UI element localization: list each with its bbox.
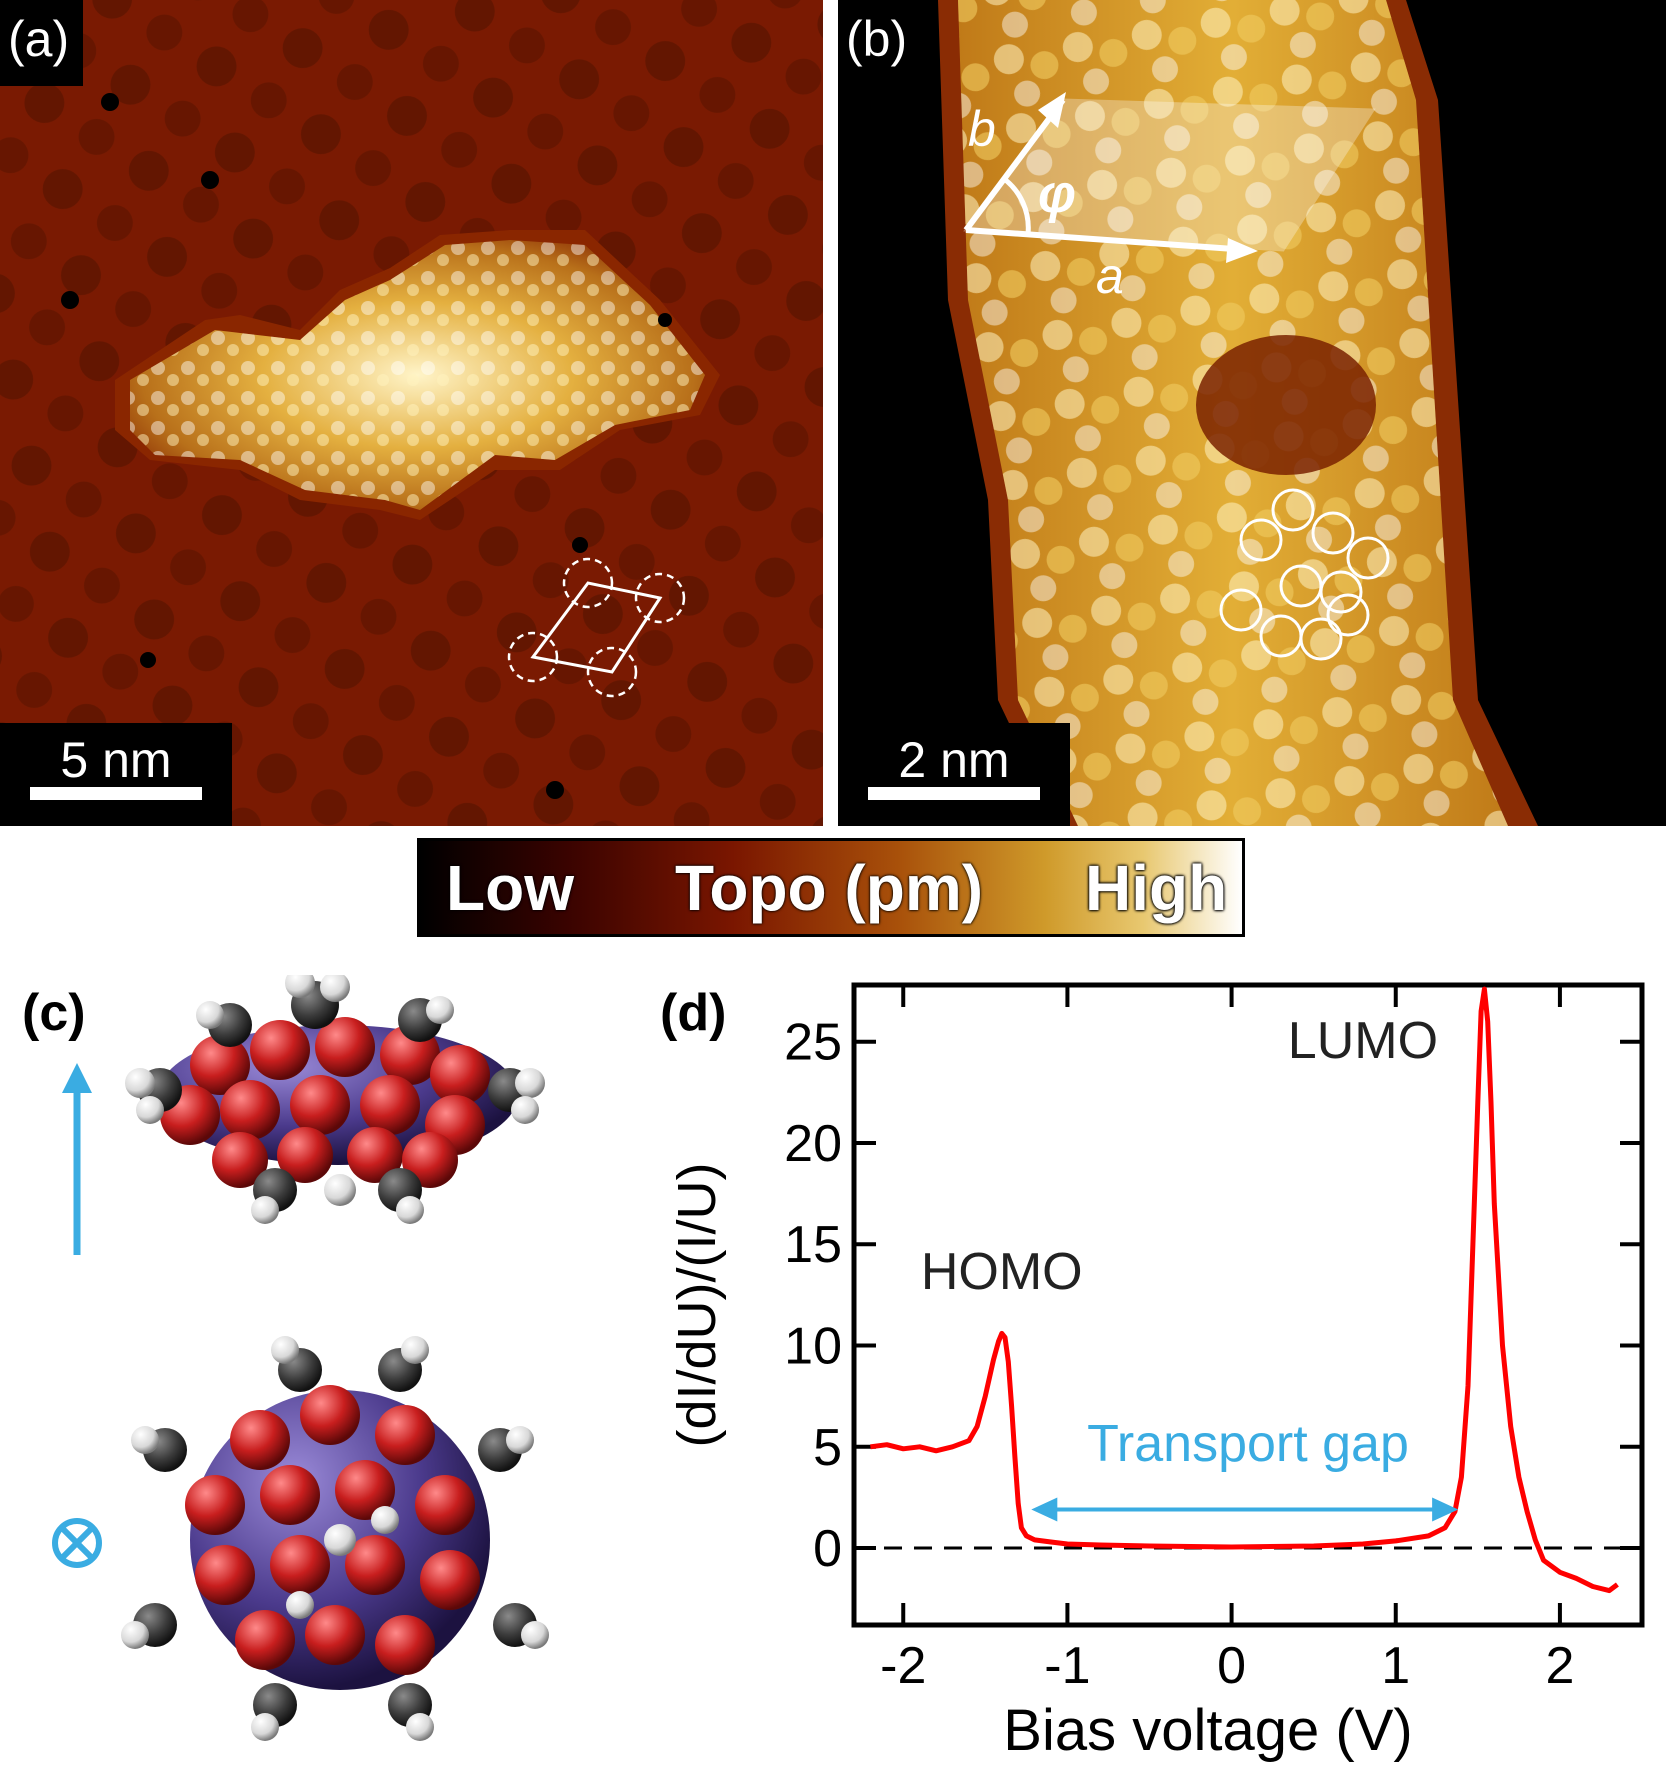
homo-annotation: HOMO bbox=[921, 1243, 1083, 1301]
panel-a-stm-image: (a) 5 nm bbox=[0, 0, 823, 826]
x-axis-label: Bias voltage (V) bbox=[1003, 1698, 1412, 1763]
panel-c-molecule-model: (c) bbox=[0, 975, 620, 1772]
y-tick-label: 5 bbox=[813, 1419, 842, 1477]
y-tick-label: 25 bbox=[784, 1014, 842, 1072]
scale-bar-b-line bbox=[868, 787, 1040, 800]
unit-cell-vectors bbox=[963, 92, 1376, 263]
scale-bar-a-line bbox=[30, 787, 202, 800]
panel-d-spectrum: (d) -2 -1 0 1 2 0 5 10 15 20 25 Bias voltage (V) (dI… bbox=[640, 975, 1666, 1772]
y-tick-label: 0 bbox=[813, 1520, 842, 1578]
y-tick-label: 15 bbox=[784, 1216, 842, 1274]
vector-a-label: a bbox=[1096, 248, 1124, 304]
panel-b-label: (b) bbox=[838, 0, 922, 86]
stm-image-b: b φ a bbox=[838, 0, 1666, 826]
topography-colorbar: Low Topo (pm) High bbox=[417, 838, 1245, 937]
colorbar-high-label: High bbox=[1085, 852, 1228, 924]
x-tick-label: 2 bbox=[1545, 1637, 1574, 1695]
scale-bar-b-text: 2 nm bbox=[898, 732, 1010, 788]
panel-c-label: (c) bbox=[22, 984, 86, 1042]
x-tick-label: 1 bbox=[1381, 1637, 1410, 1695]
into-page-symbol bbox=[52, 1518, 102, 1568]
stm-image-a bbox=[0, 0, 823, 826]
y-tick-label: 20 bbox=[784, 1115, 842, 1173]
y-tick-label: 10 bbox=[784, 1318, 842, 1376]
x-tick-label: -1 bbox=[1044, 1637, 1090, 1695]
molecule-top-view bbox=[121, 1336, 549, 1741]
y-axis-label: (dI/dU)/(I/U) bbox=[667, 1162, 727, 1447]
panel-b-stm-image: b φ a (b) 2 nm bbox=[838, 0, 1666, 826]
x-tick-label: 0 bbox=[1217, 1637, 1246, 1695]
unit-cell-marker-a bbox=[507, 557, 686, 698]
panel-d-label: (d) bbox=[660, 984, 727, 1042]
gap-arrow-right-head bbox=[1432, 1497, 1459, 1522]
plot-frame bbox=[851, 982, 1645, 1628]
angle-phi-label: φ bbox=[1038, 164, 1076, 224]
gap-arrow-left-head bbox=[1031, 1497, 1058, 1522]
molecule-models bbox=[52, 975, 549, 1741]
view-direction-arrow bbox=[62, 1063, 92, 1255]
colorbar-title: Topo (pm) bbox=[675, 852, 984, 924]
scale-bar-a: 5 nm bbox=[0, 723, 232, 826]
scale-bar-b: 2 nm bbox=[838, 723, 1070, 826]
panel-a-label: (a) bbox=[0, 0, 84, 86]
vector-b-label: b bbox=[968, 101, 996, 157]
spectrum-line bbox=[870, 986, 1619, 1594]
molecule-outline-overlay bbox=[1219, 488, 1390, 661]
lumo-annotation: LUMO bbox=[1288, 1012, 1438, 1070]
molecule-side-view bbox=[125, 975, 545, 1224]
scale-bar-a-text: 5 nm bbox=[60, 732, 172, 788]
x-tick-label: -2 bbox=[880, 1637, 926, 1695]
colorbar-low-label: Low bbox=[446, 852, 574, 924]
transport-gap-annotation: Transport gap bbox=[1087, 1415, 1409, 1473]
